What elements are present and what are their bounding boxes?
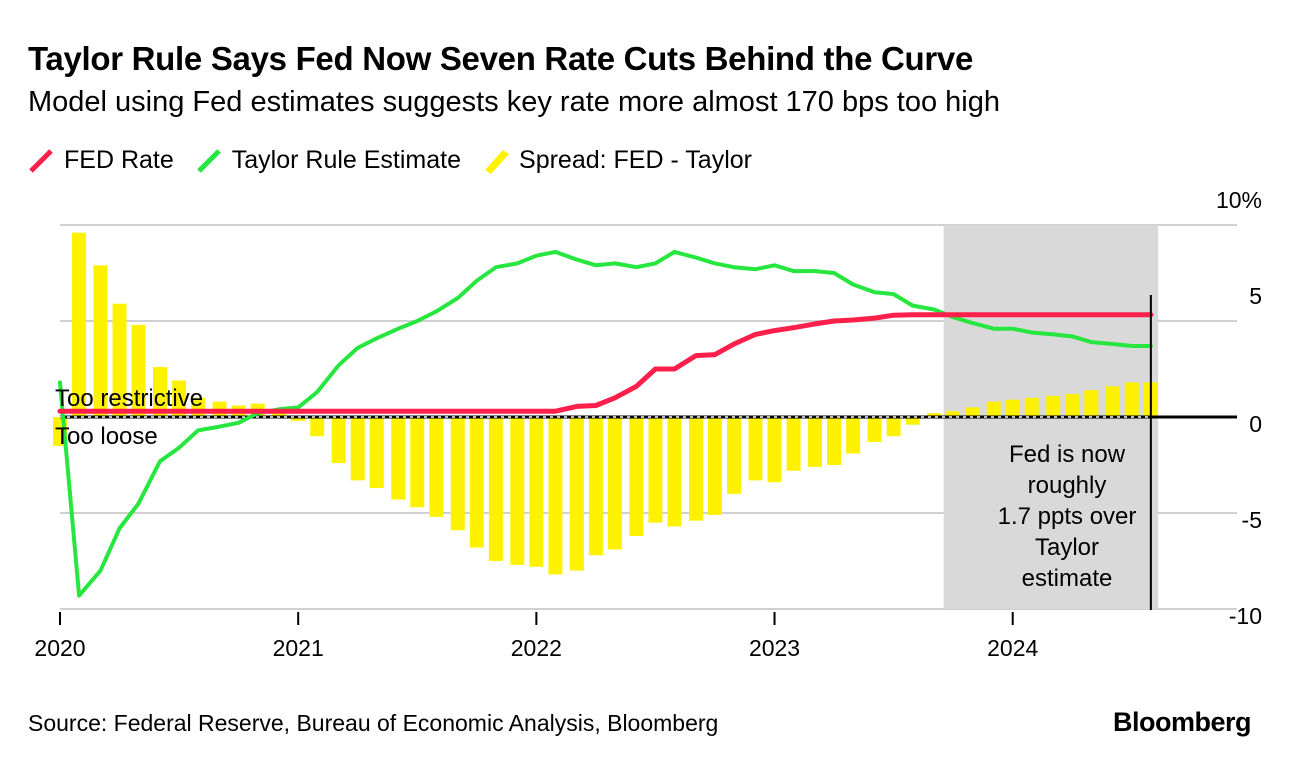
spread-bar-27 [588,417,603,556]
spread-bar-52 [1084,390,1099,417]
y-tick-label-1: 5 [1249,283,1262,309]
spread-bar-25 [548,417,563,575]
spread-bar-31 [667,417,682,527]
annotation-too-loose: Too loose [55,423,158,450]
spread-bar-24 [529,417,544,567]
spread-bar-33 [707,417,722,515]
spread-bar-15 [350,417,365,481]
spread-bar-47 [986,401,1001,417]
bloomberg-logo: Bloomberg [1112,707,1252,737]
spread-bar-5 [153,367,168,417]
annotation-fed-note-line-1: Fed is now [1009,441,1126,468]
spread-bar-2 [93,265,108,417]
spread-bar-21 [469,417,484,548]
chart-title: Taylor Rule Says Fed Now Seven Rate Cuts… [28,40,974,77]
legend-swatch-fed-rate [29,148,53,173]
y-tick-label-3: -5 [1242,507,1262,533]
spread-bar-16 [369,417,384,489]
spread-bar-54 [1124,382,1139,417]
spread-bar-51 [1065,393,1080,417]
spread-bar-32 [688,417,703,521]
spread-bar-45 [946,411,961,417]
spread-bar-13 [310,417,325,437]
annotation-fed-note-line-3: 1.7 ppts over [998,503,1137,530]
x-tick-label-1: 2021 [273,635,324,661]
spread-bar-50 [1046,395,1061,417]
spread-bar-39 [827,417,842,465]
spread-bar-3 [112,303,127,417]
series-lines [57,249,1154,610]
y-tick-label-0: 10% [1216,187,1262,213]
spread-bars [53,232,1158,575]
annotation-fed-note-line-4: Taylor [1035,534,1099,561]
legend-item-spread: Spread: FED - Taylor [483,146,752,175]
legend-swatch-taylor [196,148,221,173]
x-tick-label-0: 2020 [34,635,85,661]
spread-bar-28 [607,417,622,550]
x-tick-label-3: 2023 [749,635,800,661]
spread-bar-40 [846,417,861,454]
legend-label-fed-rate: FED Rate [64,146,174,174]
spread-bar-19 [429,417,444,517]
spread-bar-1 [72,232,87,417]
spread-bar-44 [927,413,942,417]
spread-bar-36 [767,417,782,483]
annotation-fed-note-line-5: estimate [1022,565,1113,592]
x-tick-label-2: 2022 [511,635,562,661]
spread-bar-35 [748,417,763,481]
spread-bar-34 [727,417,742,494]
spread-bar-49 [1024,397,1039,417]
spread-bar-53 [1105,386,1120,417]
spread-bar-6 [172,380,187,417]
spread-bar-26 [569,417,584,571]
spread-bar-12 [291,417,306,421]
spread-bar-30 [648,417,663,523]
chart-subtitle: Model using Fed estimates suggests key r… [28,86,1001,118]
axis-layer: 10% 5 0 -5 -10 2020 2021 2022 2023 2024 [34,187,1262,661]
spread-bar-4 [131,324,146,417]
spread-bar-14 [331,417,346,464]
legend-item-taylor: Taylor Rule Estimate [196,146,461,175]
spread-bar-37 [786,417,801,471]
legend-label-taylor: Taylor Rule Estimate [231,146,462,174]
spread-bar-23 [510,417,525,565]
y-tick-label-4: -10 [1229,603,1262,629]
legend-swatch-spread [485,149,510,174]
x-tick-label-4: 2024 [987,635,1038,661]
annotation-layer: Too restrictive Too loose Fed is now rou… [55,385,1136,592]
legend-label-spread: Spread: FED - Taylor [519,146,752,174]
annotation-fed-note-line-2: roughly [1028,472,1107,499]
fed-rate-line [57,312,1154,414]
spread-bar-11 [272,411,287,417]
legend-item-fed-rate: FED Rate [28,146,174,175]
spread-bar-17 [391,417,406,500]
spread-bar-48 [1005,399,1020,417]
y-tick-label-2: 0 [1249,411,1262,437]
spread-bar-22 [488,417,503,561]
legend: FED Rate Taylor Rule Estimate Spread: FE… [28,146,774,175]
spread-bar-29 [629,417,644,537]
source-note: Source: Federal Reserve, Bureau of Econo… [28,710,719,736]
spread-bar-42 [886,417,901,437]
spread-bar-38 [808,417,823,467]
annotation-too-restrictive: Too restrictive [55,385,203,412]
spread-bar-18 [410,417,425,508]
taylor-rule-line [58,249,1153,598]
spread-bar-41 [867,417,882,442]
spread-bar-20 [450,417,465,531]
spread-bar-46 [965,407,980,417]
spread-bar-43 [905,417,920,425]
